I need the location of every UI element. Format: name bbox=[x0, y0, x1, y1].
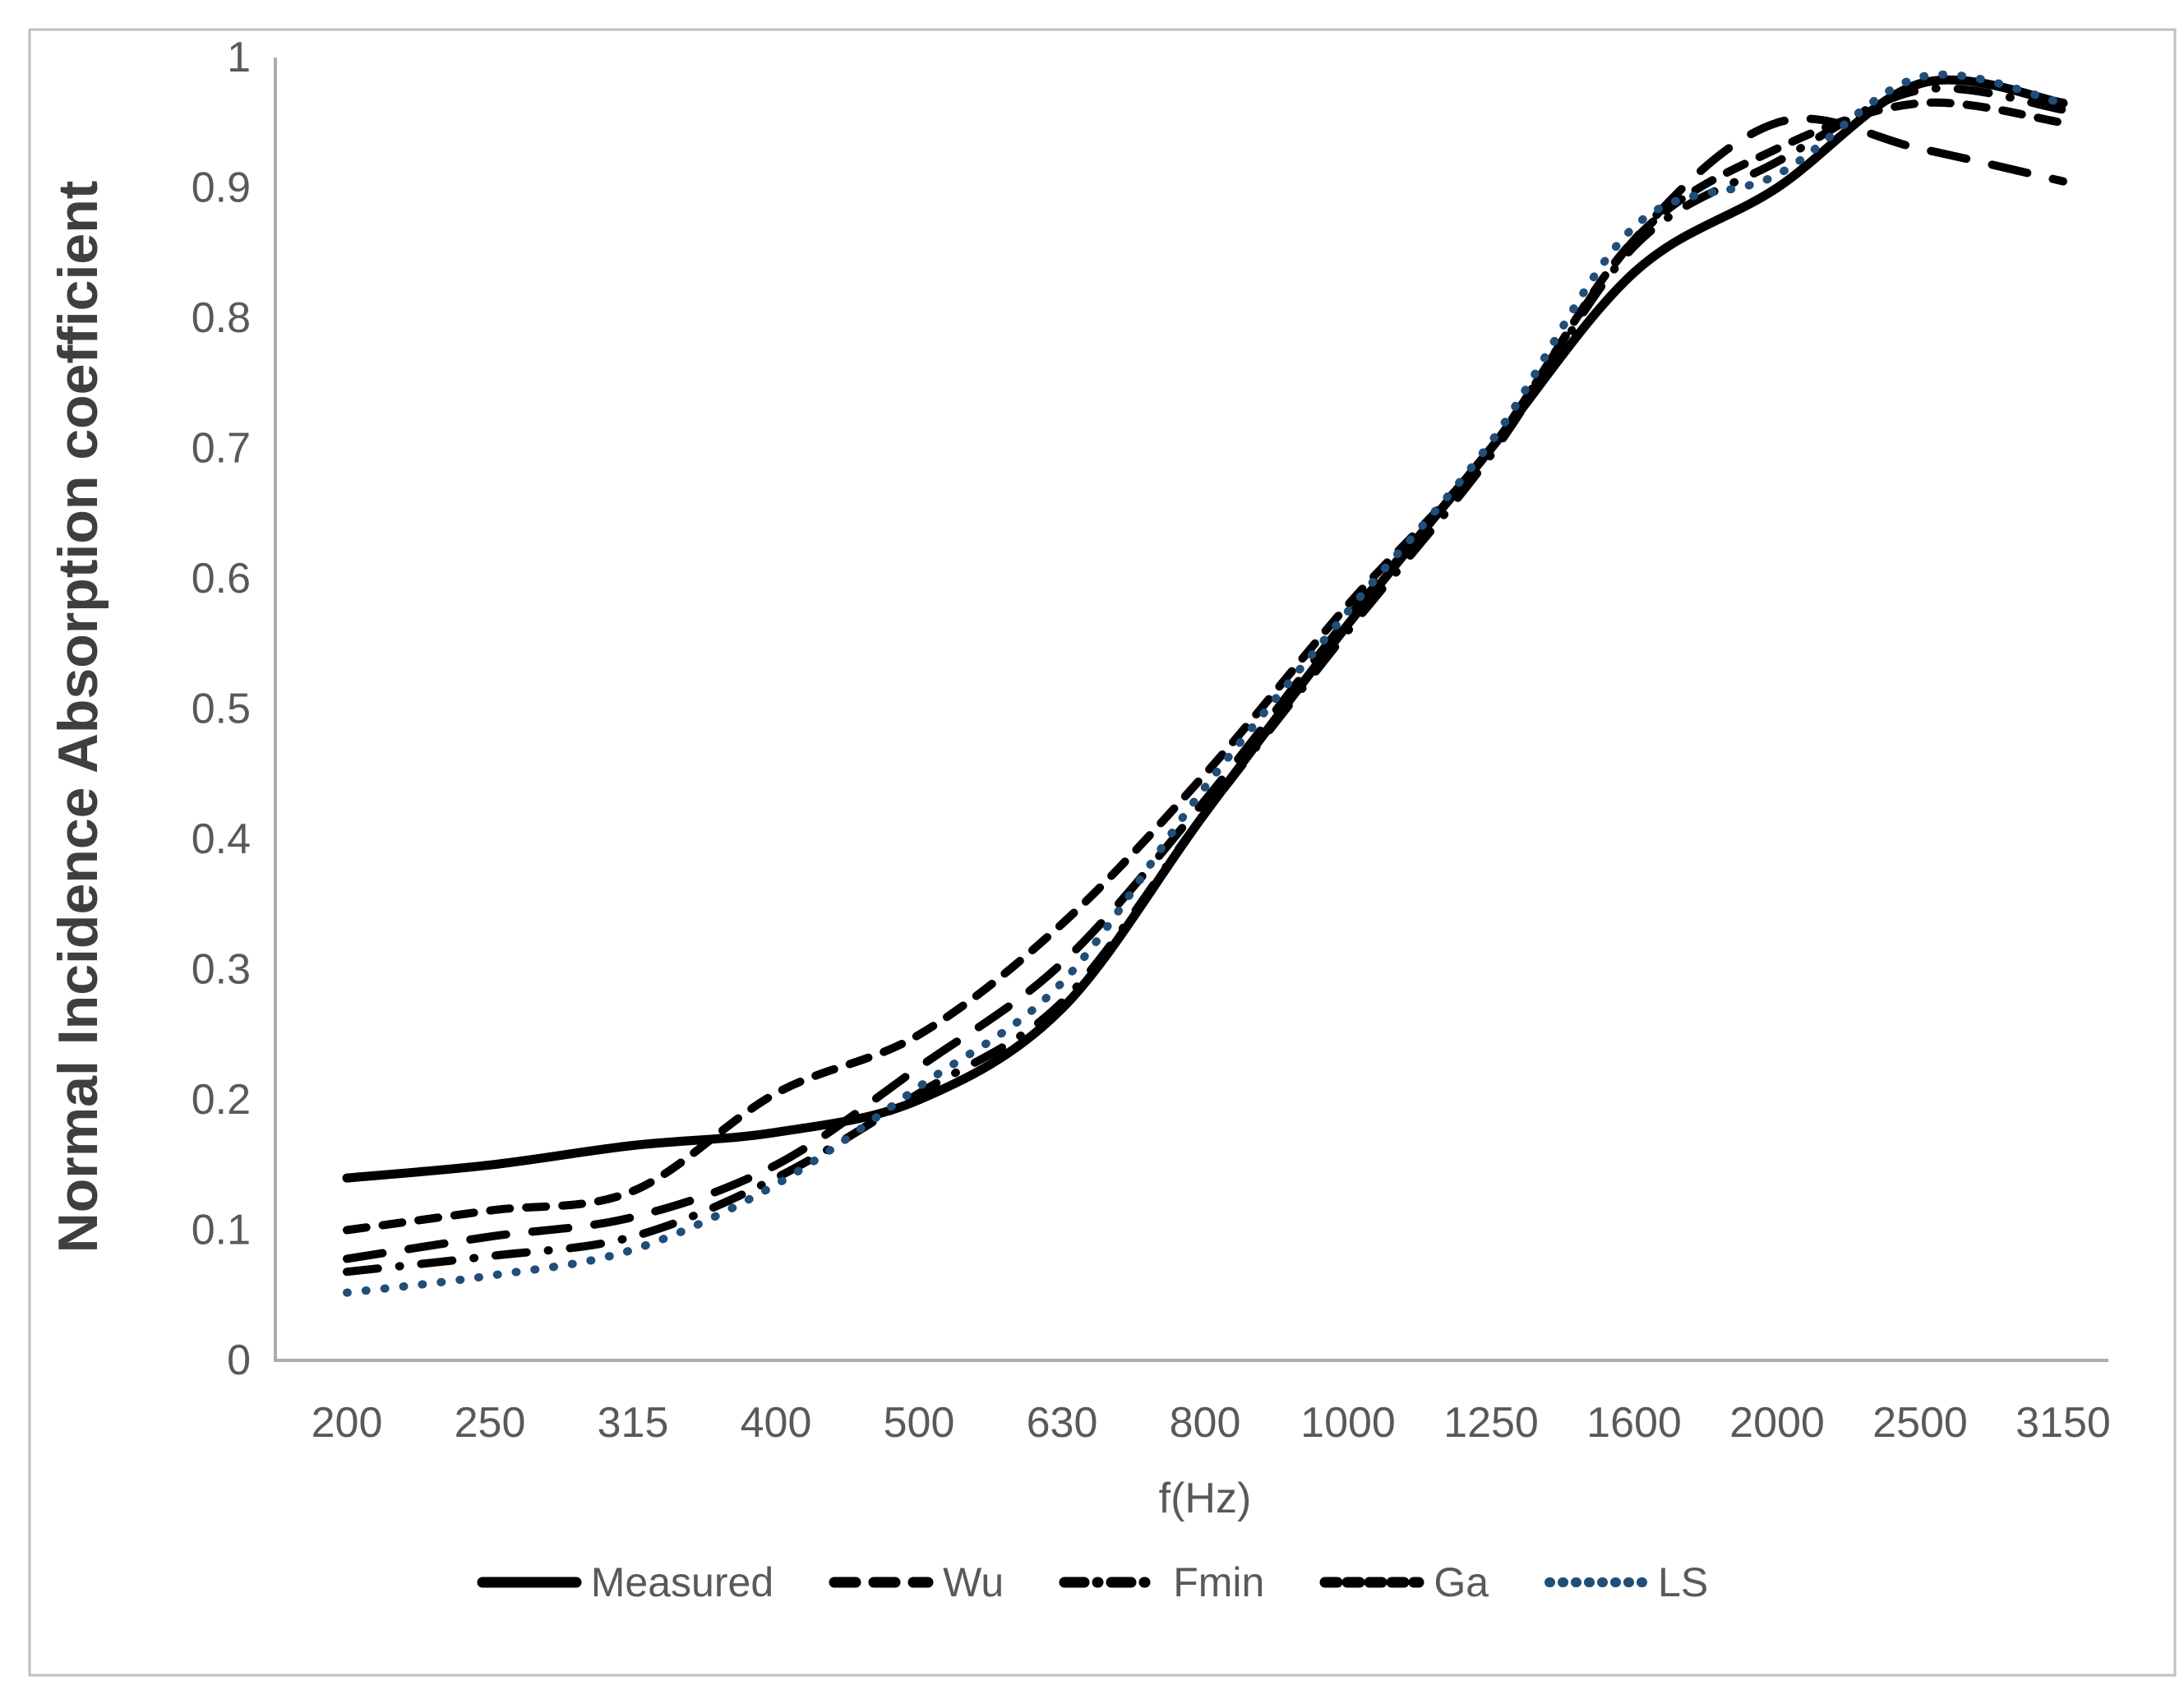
series-line-ls bbox=[343, 70, 2067, 1297]
y-tick-label-0.4: 0.4 bbox=[192, 815, 251, 863]
axis-lines bbox=[274, 58, 2108, 1362]
x-tick-label-400: 400 bbox=[741, 1399, 812, 1447]
legend-label-measured: Measured bbox=[590, 1559, 774, 1605]
series-lines bbox=[342, 70, 2068, 1297]
legend-sample-wu bbox=[829, 1577, 934, 1588]
x-tick-label-200: 200 bbox=[312, 1399, 383, 1447]
x-tick-label-800: 800 bbox=[1170, 1399, 1241, 1447]
legend-label-fmin: Fmin bbox=[1173, 1559, 1265, 1605]
y-tick-label-0.3: 0.3 bbox=[192, 946, 251, 994]
x-tick-label-1600: 1600 bbox=[1586, 1399, 1682, 1447]
series-line-fmin bbox=[343, 84, 2067, 1277]
legend-sample-ga bbox=[1319, 1577, 1424, 1588]
legend-label-ls: LS bbox=[1658, 1559, 1709, 1605]
legend-label-wu: Wu bbox=[943, 1559, 1004, 1605]
x-tick-label-1250: 1250 bbox=[1443, 1399, 1539, 1447]
x-tick-label-3150: 3150 bbox=[2015, 1399, 2111, 1447]
x-tick-label-2500: 2500 bbox=[1872, 1399, 1968, 1447]
y-tick-label-1: 1 bbox=[227, 34, 251, 81]
y-tick-label-0.6: 0.6 bbox=[192, 555, 251, 603]
series-line-measured bbox=[342, 75, 2068, 1183]
series-line-wu bbox=[343, 114, 2067, 1263]
legend-sample-fmin bbox=[1059, 1577, 1164, 1588]
x-tick-label-315: 315 bbox=[598, 1399, 669, 1447]
y-tick-label-0.2: 0.2 bbox=[192, 1076, 251, 1124]
x-axis-tick-labels: 200 250 315 400 500 630 800 1000 1250 1600 2000 250… bbox=[312, 1399, 2111, 1447]
legend-sample-ls bbox=[1544, 1577, 1649, 1587]
y-tick-label-0.1: 0.1 bbox=[192, 1207, 251, 1254]
x-tick-label-500: 500 bbox=[884, 1399, 955, 1447]
legend-item-measured: Measured bbox=[476, 1558, 773, 1606]
legend-item-ls: LS bbox=[1543, 1558, 1708, 1606]
figure-border bbox=[28, 28, 2177, 1677]
x-tick-label-2000: 2000 bbox=[1729, 1399, 1825, 1447]
x-tick-label-1000: 1000 bbox=[1300, 1399, 1396, 1447]
y-tick-label-0: 0 bbox=[227, 1337, 251, 1384]
y-tick-label-0.9: 0.9 bbox=[192, 164, 251, 212]
y-axis-title: Normal Incidence Absorption coefficient bbox=[47, 181, 109, 1254]
chart-legend: Measured Wu Fmin Ga LS bbox=[0, 1558, 2184, 1606]
x-tick-label-250: 250 bbox=[455, 1399, 526, 1447]
y-axis-tick-labels: 0 0.1 0.2 0.3 0.4 0.5 0.6 0.7 0.8 0.9 1 bbox=[192, 34, 251, 1384]
y-tick-label-0.8: 0.8 bbox=[192, 294, 251, 342]
x-axis-title: f(Hz) bbox=[1159, 1475, 1252, 1522]
legend-item-wu: Wu bbox=[828, 1558, 1004, 1606]
y-tick-label-0.7: 0.7 bbox=[192, 425, 251, 473]
legend-label-ga: Ga bbox=[1434, 1559, 1489, 1605]
series-line-ga bbox=[343, 98, 2067, 1235]
x-tick-label-630: 630 bbox=[1027, 1399, 1098, 1447]
legend-sample-measured bbox=[477, 1577, 582, 1588]
y-tick-label-0.5: 0.5 bbox=[192, 686, 251, 733]
legend-item-fmin: Fmin bbox=[1058, 1558, 1264, 1606]
legend-item-ga: Ga bbox=[1318, 1558, 1489, 1606]
